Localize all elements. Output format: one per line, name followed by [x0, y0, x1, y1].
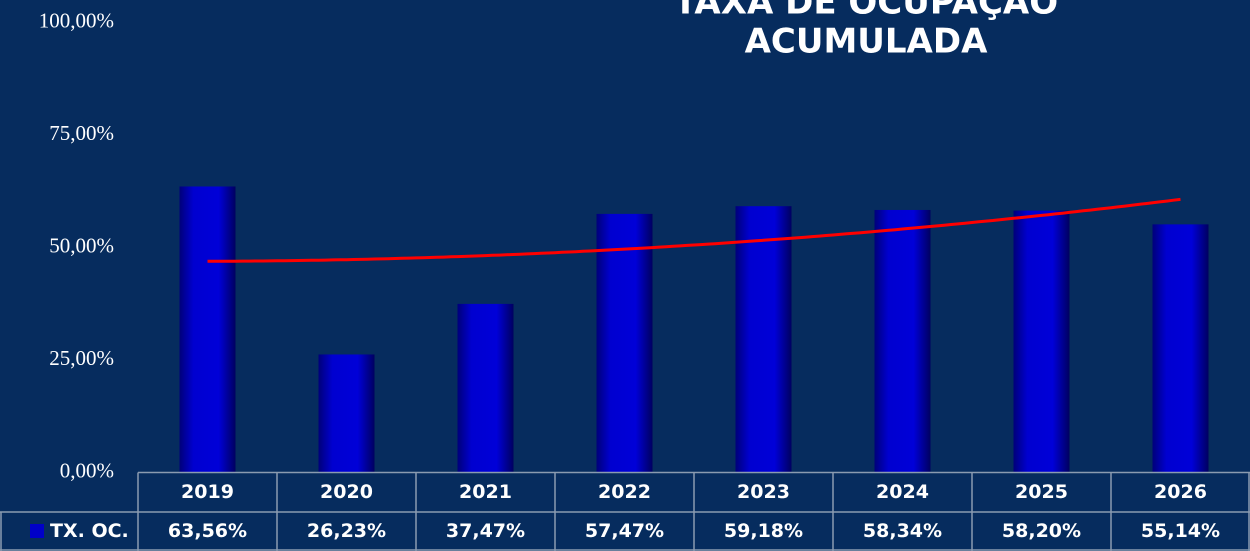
trendline [207, 197, 1181, 263]
value-label: 57,47% [585, 520, 664, 542]
y-tick-label: 75,00% [49, 121, 114, 145]
x-tick-label: 2020 [320, 481, 373, 503]
value-label: 58,20% [1002, 520, 1081, 542]
value-label: 63,56% [168, 520, 247, 542]
value-label: 55,14% [1141, 520, 1220, 542]
y-tick-label: 25,00% [49, 346, 114, 370]
chart-title: TAXA DE OCUPAÇÃO [674, 0, 1058, 23]
y-tick-label: 50,00% [49, 233, 114, 257]
bar [457, 303, 514, 473]
bar [735, 206, 792, 473]
y-tick-label: 0,00% [60, 458, 114, 482]
bar [1013, 210, 1070, 473]
value-label: 59,18% [724, 520, 803, 542]
value-label: 58,34% [863, 520, 942, 542]
bar [596, 213, 653, 473]
x-tick-label: 2019 [181, 481, 234, 503]
y-tick-label: 100,00% [39, 8, 114, 32]
x-tick-label: 2023 [737, 481, 790, 503]
value-label: 26,23% [307, 520, 386, 542]
bar [1152, 224, 1209, 473]
x-tick-label: 2021 [459, 481, 512, 503]
value-label: 37,47% [446, 520, 525, 542]
legend-swatch [30, 524, 44, 538]
x-tick-label: 2025 [1015, 481, 1068, 503]
bar [874, 209, 931, 473]
x-tick-label: 2026 [1154, 481, 1207, 503]
bar [179, 186, 236, 473]
bar [318, 354, 375, 473]
legend-label: TX. OC. [50, 520, 129, 542]
x-tick-label: 2024 [876, 481, 929, 503]
chart-title: ACUMULADA [745, 22, 989, 62]
x-tick-label: 2022 [598, 481, 651, 503]
